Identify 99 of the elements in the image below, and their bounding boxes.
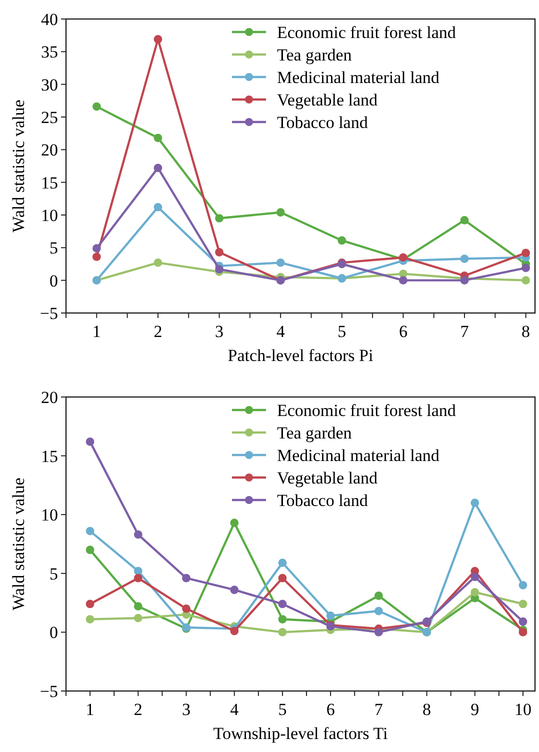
x-tick-label: 8 <box>422 700 432 719</box>
x-tick-label: 4 <box>230 700 240 719</box>
x-tick-label: 10 <box>514 700 532 719</box>
point <box>398 276 408 285</box>
y-tick-label: 15 <box>41 173 58 192</box>
y-tick-label: 5 <box>50 564 58 584</box>
x-tick-label: 3 <box>215 322 224 341</box>
y-tick-label: 20 <box>41 140 58 160</box>
point <box>278 600 287 608</box>
point <box>230 518 239 528</box>
point <box>470 498 480 508</box>
legend-label: Vegetable land <box>277 468 378 488</box>
x-tick-label: 2 <box>154 322 162 341</box>
point <box>460 216 469 224</box>
legend-label: Medicinal material land <box>277 68 440 87</box>
y-axis-title: Wald statistic value <box>9 100 28 232</box>
x-tick-label: 1 <box>92 322 101 341</box>
point <box>374 628 383 636</box>
point <box>326 612 335 620</box>
point <box>182 574 190 582</box>
point <box>470 572 480 582</box>
point <box>278 574 287 582</box>
legend-label: Economic fruit forest land <box>277 400 456 420</box>
point <box>86 546 94 554</box>
point <box>460 254 469 263</box>
y-tick-label: 10 <box>41 506 58 525</box>
x-tick-label: 5 <box>278 700 287 719</box>
legend-label: Tea garden <box>277 45 352 64</box>
point <box>522 264 530 272</box>
point <box>134 566 142 576</box>
point <box>518 580 528 590</box>
point <box>182 604 190 613</box>
point <box>154 202 162 212</box>
point <box>215 265 224 274</box>
x-tick-label: 2 <box>134 700 142 719</box>
y-tick-label: 25 <box>41 108 58 127</box>
y-tick-label: 10 <box>41 206 58 225</box>
legend-label: Tobacco land <box>277 112 368 132</box>
x-tick-label: 3 <box>182 700 191 719</box>
point <box>134 614 142 622</box>
point <box>86 526 94 536</box>
point <box>154 35 162 44</box>
point <box>338 236 346 245</box>
x-axis-title: Township-level factors Ti <box>213 724 388 743</box>
point <box>215 214 224 222</box>
x-axis-title: Patch-level factors Pi <box>228 346 374 365</box>
legend-label: Tobacco land <box>277 490 368 510</box>
x-tick-label: 6 <box>398 322 408 341</box>
point <box>278 628 287 636</box>
x-tick-label: 7 <box>374 700 384 719</box>
point <box>276 208 285 217</box>
y-tick-label: 20 <box>41 388 58 407</box>
point <box>215 248 224 256</box>
x-tick-label: 1 <box>86 700 94 719</box>
x-tick-label: 4 <box>276 322 286 341</box>
point <box>374 592 383 600</box>
y-tick-label: −5 <box>40 304 58 323</box>
point <box>92 102 101 111</box>
point <box>134 530 142 539</box>
y-tick-label: 40 <box>41 10 58 29</box>
x-tick-label: 8 <box>522 322 530 341</box>
y-axis-title: Wald statistic value <box>9 478 28 610</box>
y-tick-label: −5 <box>40 682 58 701</box>
point <box>154 258 162 267</box>
point <box>92 252 101 262</box>
point <box>92 244 101 253</box>
legend-label: Economic fruit forest land <box>277 22 456 42</box>
point <box>154 134 162 142</box>
point <box>518 600 528 608</box>
point <box>230 626 239 636</box>
point <box>230 586 239 594</box>
y-tick-label: 0 <box>50 271 58 290</box>
point <box>518 617 528 626</box>
point <box>522 276 530 285</box>
point <box>276 258 285 267</box>
point <box>86 615 94 624</box>
point <box>86 600 94 608</box>
point <box>278 558 287 568</box>
legend-label: Medicinal material land <box>277 446 440 465</box>
point <box>470 588 480 596</box>
y-tick-label: 15 <box>41 446 58 466</box>
y-tick-label: 0 <box>50 623 58 642</box>
y-tick-label: 30 <box>41 75 58 94</box>
x-tick-label: 6 <box>326 700 335 719</box>
x-tick-label: 7 <box>460 322 470 341</box>
point <box>154 164 162 172</box>
point <box>278 615 287 624</box>
point <box>134 602 142 611</box>
point <box>518 628 528 636</box>
y-tick-label: 35 <box>41 42 58 62</box>
point <box>374 606 383 616</box>
point <box>134 574 142 582</box>
legend-label: Vegetable land <box>277 90 378 110</box>
point <box>86 437 94 446</box>
x-tick-label: 9 <box>470 700 480 719</box>
y-tick-label: 5 <box>50 238 58 258</box>
point <box>522 248 530 258</box>
x-tick-label: 5 <box>338 322 346 341</box>
legend-label: Tea garden <box>277 423 352 442</box>
